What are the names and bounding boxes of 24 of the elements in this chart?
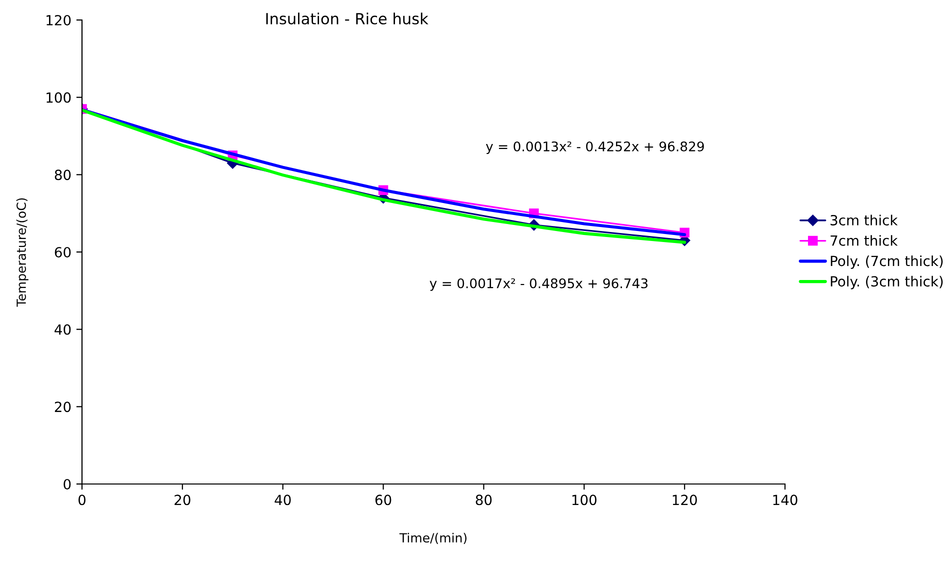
y-tick-label: 100 bbox=[46, 92, 71, 103]
x-tick-label: 140 bbox=[773, 494, 798, 506]
y-tick-label: 40 bbox=[54, 324, 71, 335]
y-axis-title: Temperature/(oC) bbox=[16, 198, 28, 307]
chart-title: Insulation - Rice husk bbox=[266, 12, 428, 24]
x-axis-title: Time/(min) bbox=[399, 532, 466, 544]
y-tick-label: 0 bbox=[64, 478, 71, 490]
legend-label: Poly. (7cm thick) bbox=[830, 255, 943, 269]
x-tick-label: 120 bbox=[672, 494, 697, 506]
legend-label: 3cm thick bbox=[830, 214, 898, 226]
annotation: y = 0.0017x² - 0.4895x + 96.743 bbox=[430, 278, 648, 291]
x-tick-label: 40 bbox=[274, 494, 291, 506]
x-tick-label: 60 bbox=[375, 494, 392, 506]
annotation: y = 0.0013x² - 0.4252x + 96.829 bbox=[486, 141, 704, 154]
x-tick-label: 0 bbox=[78, 494, 86, 506]
legend-label: 7cm thick bbox=[830, 235, 898, 246]
y-tick-label: 60 bbox=[54, 246, 71, 258]
y-tick-label: 20 bbox=[54, 402, 71, 412]
y-tick-label: 120 bbox=[46, 14, 71, 26]
x-tick-label: 20 bbox=[174, 494, 190, 506]
legend-label: Poly. (3cm thick) bbox=[830, 276, 943, 290]
x-tick-label: 100 bbox=[572, 494, 596, 506]
y-tick-label: 80 bbox=[54, 170, 71, 180]
x-tick-label: 80 bbox=[476, 494, 492, 506]
